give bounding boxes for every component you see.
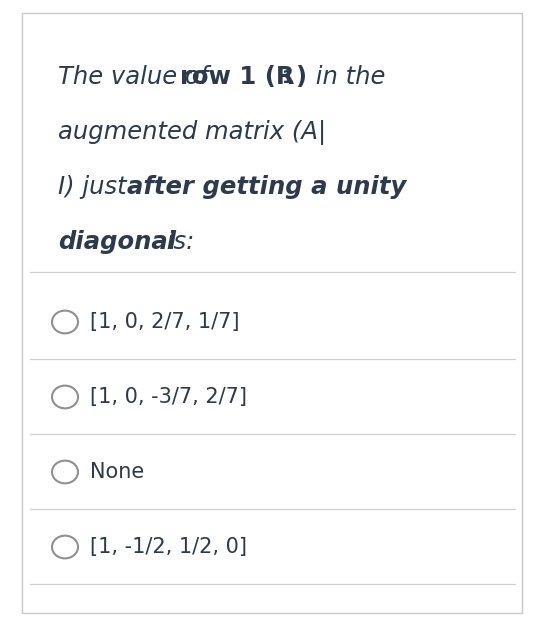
Text: 1: 1: [281, 69, 293, 87]
Text: is:: is:: [159, 230, 194, 254]
Text: The value of: The value of: [58, 65, 216, 89]
Text: in the: in the: [308, 65, 385, 89]
Text: [1, 0, -3/7, 2/7]: [1, 0, -3/7, 2/7]: [90, 387, 247, 407]
FancyBboxPatch shape: [22, 13, 522, 613]
Text: diagonal: diagonal: [58, 230, 176, 254]
Text: [1, -1/2, 1/2, 0]: [1, -1/2, 1/2, 0]: [90, 537, 247, 557]
Text: augmented matrix (A|: augmented matrix (A|: [58, 120, 326, 145]
Text: [1, 0, 2/7, 1/7]: [1, 0, 2/7, 1/7]: [90, 312, 239, 332]
Text: after getting a unity: after getting a unity: [127, 175, 406, 199]
Text: None: None: [90, 462, 144, 482]
Text: I) just: I) just: [58, 175, 135, 199]
Text: ): ): [295, 65, 306, 89]
Text: row 1 (R: row 1 (R: [180, 65, 294, 89]
